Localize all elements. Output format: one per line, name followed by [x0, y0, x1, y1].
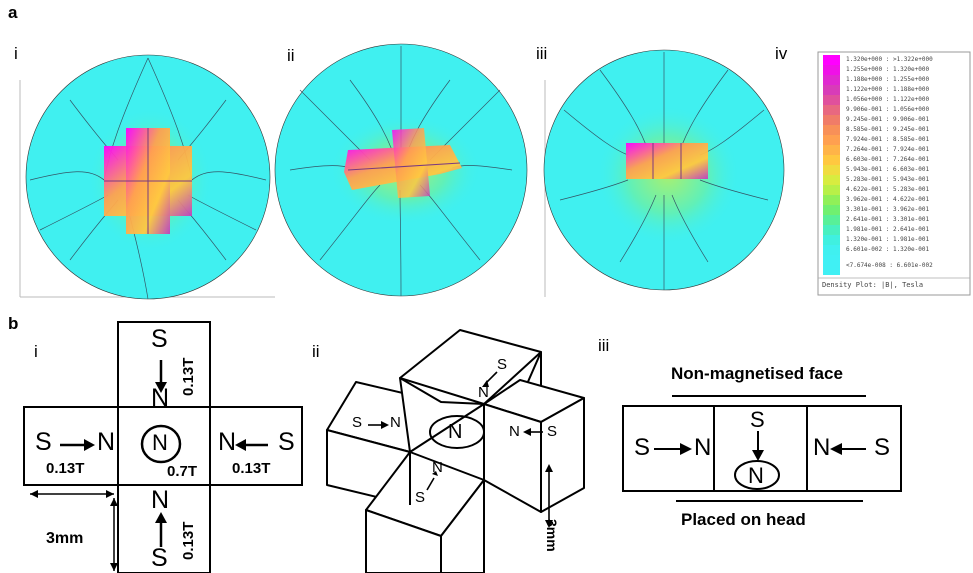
panel-a-label: a	[8, 3, 18, 22]
legend-row: 1.188e+000 : 1.255e+000	[846, 76, 930, 83]
b-ii-right-to: N	[509, 423, 520, 440]
b-i-left-field: 0.13T	[46, 460, 85, 477]
b-i-bottom-pole-s: S	[151, 544, 168, 572]
b-iii-bottom-label: Placed on head	[681, 510, 806, 529]
legend-row: 9.906e-001 : 1.056e+000	[846, 106, 930, 113]
panel-b-ii-label: ii	[312, 342, 320, 361]
legend-row: 7.264e-001 : 7.924e-001	[846, 146, 930, 153]
b-i-left-pole-s: S	[35, 428, 52, 456]
panel-a-ii-label: ii	[287, 46, 295, 65]
legend-row: 1.320e+000 : >1.322e+000	[846, 56, 933, 63]
b-iii-left-from: S	[634, 434, 651, 461]
legend-swatch	[823, 175, 840, 185]
legend-row: <7.674e-008 : 6.601e-002	[846, 262, 933, 269]
legend-row: 3.301e-001 : 3.962e-001	[846, 206, 930, 213]
legend-row: 1.981e-001 : 2.641e-001	[846, 226, 930, 233]
b-i-left-pole-n: N	[97, 428, 116, 456]
legend-swatch	[823, 235, 840, 245]
b-i-bottom-pole-n: N	[151, 486, 170, 514]
legend-swatch	[823, 135, 840, 145]
b-i-right-pole-n: N	[218, 428, 237, 456]
panel-a-i-label: i	[14, 44, 18, 63]
b-ii-center-pole: N	[448, 421, 463, 443]
legend-row: 5.283e-001 : 5.943e-001	[846, 176, 930, 183]
legend-swatch	[823, 75, 840, 85]
b-ii-left-from: S	[352, 414, 363, 431]
legend-row: 1.255e+000 : 1.320e+000	[846, 66, 930, 73]
b-ii-right-from: S	[547, 423, 558, 440]
legend-row: 6.601e-002 : 1.320e-001	[846, 246, 930, 253]
legend-swatch	[823, 55, 840, 65]
legend-swatch	[823, 125, 840, 135]
legend-swatch	[823, 155, 840, 165]
b-iii-right-to: N	[813, 434, 831, 461]
b-iii-middle-to: N	[748, 463, 764, 488]
legend-swatch	[823, 255, 840, 275]
legend-row: 5.943e-001 : 6.603e-001	[846, 166, 930, 173]
legend-row: 1.056e+000 : 1.122e+000	[846, 96, 930, 103]
legend-swatch	[823, 145, 840, 155]
panel-b-label: b	[8, 314, 19, 333]
panel-a-iii-label: iii	[536, 44, 548, 63]
legend-swatch	[823, 165, 840, 175]
b-ii-front-to: N	[432, 459, 443, 476]
b-i-top-pole-n: N	[151, 384, 170, 412]
legend-row: 2.641e-001 : 3.301e-001	[846, 216, 930, 223]
legend-swatch	[823, 205, 840, 215]
legend-swatch	[823, 85, 840, 95]
b-i-center-field: 0.7T	[167, 463, 198, 480]
field-plot-i	[25, 54, 271, 300]
legend-swatch	[823, 95, 840, 105]
legend-row: 4.622e-001 : 5.283e-001	[846, 186, 930, 193]
b-ii-back-from: S	[497, 356, 508, 373]
legend-swatch	[823, 195, 840, 205]
b-iii-middle-from: S	[750, 407, 765, 432]
legend-swatch	[823, 65, 840, 75]
field-plot-ii	[274, 43, 528, 297]
legend-row: 7.924e-001 : 8.585e-001	[846, 136, 930, 143]
panel-b-i-label: i	[34, 342, 38, 361]
legend-swatch	[823, 115, 840, 125]
b-i-right-field: 0.13T	[232, 460, 271, 477]
legend-swatch	[823, 225, 840, 235]
legend-caption: Density Plot: |B|, Tesla	[822, 281, 924, 289]
legend-row: 3.962e-001 : 4.622e-001	[846, 196, 930, 203]
legend-box	[817, 51, 971, 296]
panel-b-iii-label: iii	[598, 336, 610, 355]
b-iii-top-label: Non-magnetised face	[671, 364, 843, 383]
legend-swatch	[823, 215, 840, 225]
b-ii-front-from: S	[415, 489, 426, 506]
field-plot-iii	[543, 49, 785, 291]
b-ii-left-to: N	[390, 414, 401, 431]
b-iii-right-from: S	[874, 434, 891, 461]
legend-swatch	[823, 105, 840, 115]
legend-swatch	[823, 245, 840, 255]
b-i-center-pole: N	[152, 430, 168, 455]
legend-row: 6.603e-001 : 7.264e-001	[846, 156, 930, 163]
b-i-dimension: 3mm	[46, 530, 84, 547]
b-i-top-pole-s: S	[151, 325, 168, 353]
b-ii-back-to: N	[478, 384, 489, 401]
panel-a-iv-label: iv	[775, 44, 788, 63]
legend-row: 1.320e-001 : 1.981e-001	[846, 236, 930, 243]
b-iii-left-to: N	[694, 434, 712, 461]
legend-row: 1.122e+000 : 1.188e+000	[846, 86, 930, 93]
legend-row: 9.245e-001 : 9.906e-001	[846, 116, 930, 123]
b-i-right-pole-s: S	[278, 428, 295, 456]
legend-swatch	[823, 185, 840, 195]
legend-row: 8.585e-001 : 9.245e-001	[846, 126, 930, 133]
